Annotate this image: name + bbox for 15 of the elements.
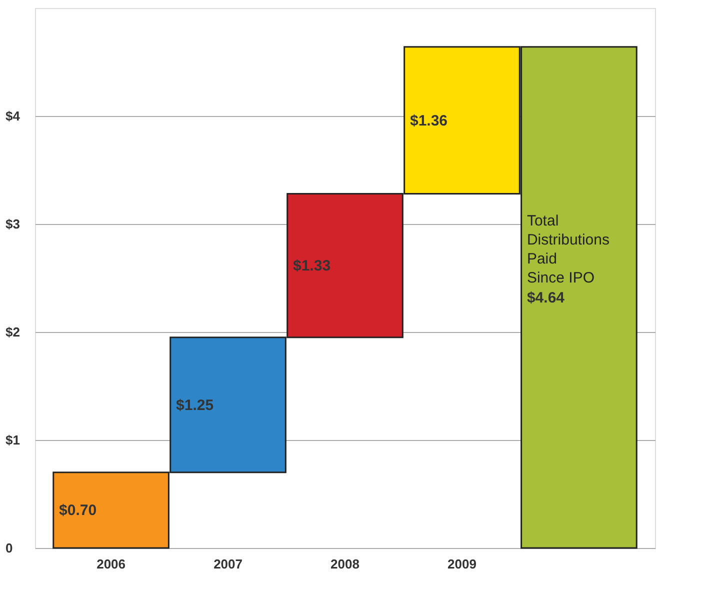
annotation: Total Distributions Paid Since IPO	[526, 212, 610, 286]
x-tick-label: 2008	[330, 556, 360, 572]
data-label: $1.33	[293, 258, 331, 275]
x-tick-label: 2009	[448, 556, 476, 572]
y-tick-label: 0	[6, 540, 13, 556]
y-tick-label: $4	[6, 108, 21, 124]
y-tick-label: $2	[6, 324, 20, 340]
data-label: $1.25	[176, 396, 214, 414]
data-label: $0.70	[59, 502, 97, 520]
y-tick-label: $1	[6, 432, 20, 448]
x-tick-label: 2006	[96, 556, 126, 572]
data-label: $4.64	[526, 289, 566, 306]
x-tick-label: 2007	[214, 556, 242, 572]
data-label: $1.36	[410, 112, 448, 130]
y-tick-label: $3	[6, 216, 20, 232]
